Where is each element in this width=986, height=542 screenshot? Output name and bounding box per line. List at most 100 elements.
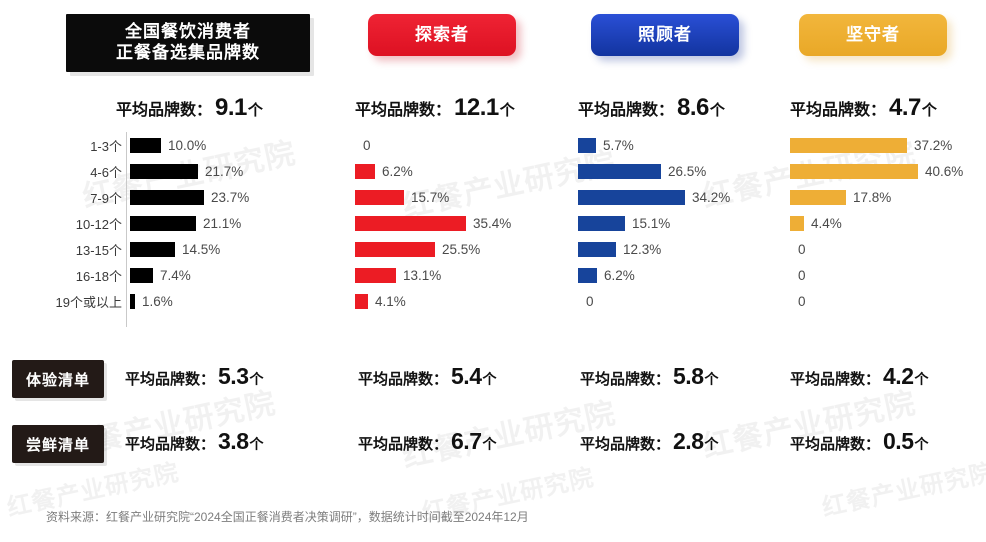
bar-container: 17.8% [790,189,986,205]
bar-container: 0 [790,268,986,283]
header-line-1: 全国餐饮消费者 [125,22,251,42]
summary-value-explorer: 平均品牌数： 5.4 个 [358,363,497,390]
bar-segment [790,137,907,153]
chart-row: 13.1% [355,262,580,288]
bar-container: 0 [578,294,790,309]
bar-segment [790,189,846,205]
bar-container: 6.2% [578,267,790,283]
chart-row: 17.8% [790,184,986,210]
bar-value-label: 17.8% [853,189,892,205]
chart-row: 34.2% [578,184,790,210]
bar-segment [578,267,597,283]
average-value: 5.4 [451,363,482,389]
bar-chart-caretaker: 5.7% 26.5% 34.2% 15.1% [578,132,790,314]
bar-segment [355,293,368,309]
chart-row: 0 [578,288,790,314]
header-line-2: 正餐备选集品牌数 [116,43,260,62]
bar-value-label: 0 [586,293,594,309]
average-label: 平均品牌数： [125,436,216,453]
bar-container: 4.1% [355,293,580,309]
category-label: 16-18个 [75,268,122,284]
bar-container: 21.1% [130,215,336,231]
average-brands-overall: 平均品牌数： 9.1 个 [116,94,263,122]
bar-value-label: 6.2% [604,267,635,283]
bar-segment [790,215,804,231]
bar-value-label: 21.7% [205,163,244,179]
chart-row: 0 [790,236,986,262]
chart-row: 0 [790,288,986,314]
bar-container: 14.5% [130,241,336,257]
bar-value-label: 0 [363,137,371,153]
summary-row-experience: 体验清单 平均品牌数： 5.3 个 平均品牌数： 5.4 个 平均品牌数： 5.… [0,355,986,407]
category-label: 1-3个 [90,138,122,154]
bar-segment [130,215,196,231]
bar-value-label: 34.2% [692,189,731,205]
chart-row: 13-15个 14.5% [36,236,336,262]
bar-container: 26.5% [578,163,790,179]
bar-segment [578,241,616,257]
bar-value-label: 4.4% [811,215,842,231]
average-label: 平均品牌数： [578,102,675,119]
bar-value-label: 40.6% [925,163,964,179]
chart-row: 15.7% [355,184,580,210]
chart-row: 7-9个 23.7% [36,184,336,210]
bar-value-label: 0 [798,293,806,309]
chart-row: 0 [790,262,986,288]
column-explorer: 探索者 平均品牌数： 12.1 个 0 6.2% [355,0,580,340]
bar-value-label: 12.3% [623,241,662,257]
average-unit: 个 [247,102,263,119]
bar-container: 15.7% [355,189,580,205]
average-value: 2.8 [673,428,704,454]
summary-value-caretaker: 平均品牌数： 5.8 个 [580,363,719,390]
row-tag-trial: 尝鲜清单 [12,425,104,463]
average-value: 9.1 [215,94,247,121]
bar-container: 37.2% [790,137,986,153]
source-note: 资料来源：红餐产业研究院“2024全国正餐消费者决策调研”，数据统计时间截至20… [46,510,529,524]
bar-value-label: 0 [798,241,806,257]
summary-row-trial: 尝鲜清单 平均品牌数： 3.8 个 平均品牌数： 6.7 个 平均品牌数： 2.… [0,420,986,472]
column-loyalist: 坚守者 平均品牌数： 4.7 个 37.2% 40.6% [790,0,986,340]
chart-row: 25.5% [355,236,580,262]
bar-value-label: 37.2% [914,137,953,153]
bar-container: 21.7% [130,163,336,179]
bar-segment [355,163,375,179]
average-value: 5.3 [218,363,249,389]
average-label: 平均品牌数： [358,436,449,453]
chart-row: 26.5% [578,158,790,184]
average-unit: 个 [704,436,719,452]
chart-row: 35.4% [355,210,580,236]
chart-row: 37.2% [790,132,986,158]
summary-value-caretaker: 平均品牌数： 2.8 个 [580,428,719,455]
bar-container: 15.1% [578,215,790,231]
bar-segment [130,163,198,179]
average-unit: 个 [499,102,515,119]
bar-value-label: 14.5% [182,241,221,257]
category-label: 13-15个 [75,242,122,258]
bar-container: 10.0% [130,137,336,153]
average-label: 平均品牌数： [125,371,216,388]
bar-segment [130,241,175,257]
category-label: 4-6个 [90,164,122,180]
summary-value-overall: 平均品牌数： 5.3 个 [125,363,264,390]
average-value: 8.6 [677,94,709,121]
chart-row: 15.1% [578,210,790,236]
average-value: 0.5 [883,428,914,454]
column-header-explorer: 探索者 [368,14,516,56]
chart-row: 19个或以上 1.6% [36,288,336,314]
average-unit: 个 [704,371,719,387]
bar-container: 1.6% [130,293,336,309]
bar-segment [130,189,204,205]
bar-container: 35.4% [355,215,580,231]
summary-value-overall: 平均品牌数： 3.8 个 [125,428,264,455]
bar-container: 13.1% [355,267,580,283]
average-value: 6.7 [451,428,482,454]
category-label: 19个或以上 [55,294,122,310]
average-brands-loyalist: 平均品牌数： 4.7 个 [790,94,937,122]
average-unit: 个 [482,371,497,387]
bar-container: 34.2% [578,189,790,205]
bar-value-label: 15.7% [411,189,450,205]
bar-segment [130,137,161,153]
average-label: 平均品牌数： [790,436,881,453]
row-tag-experience: 体验清单 [12,360,104,398]
